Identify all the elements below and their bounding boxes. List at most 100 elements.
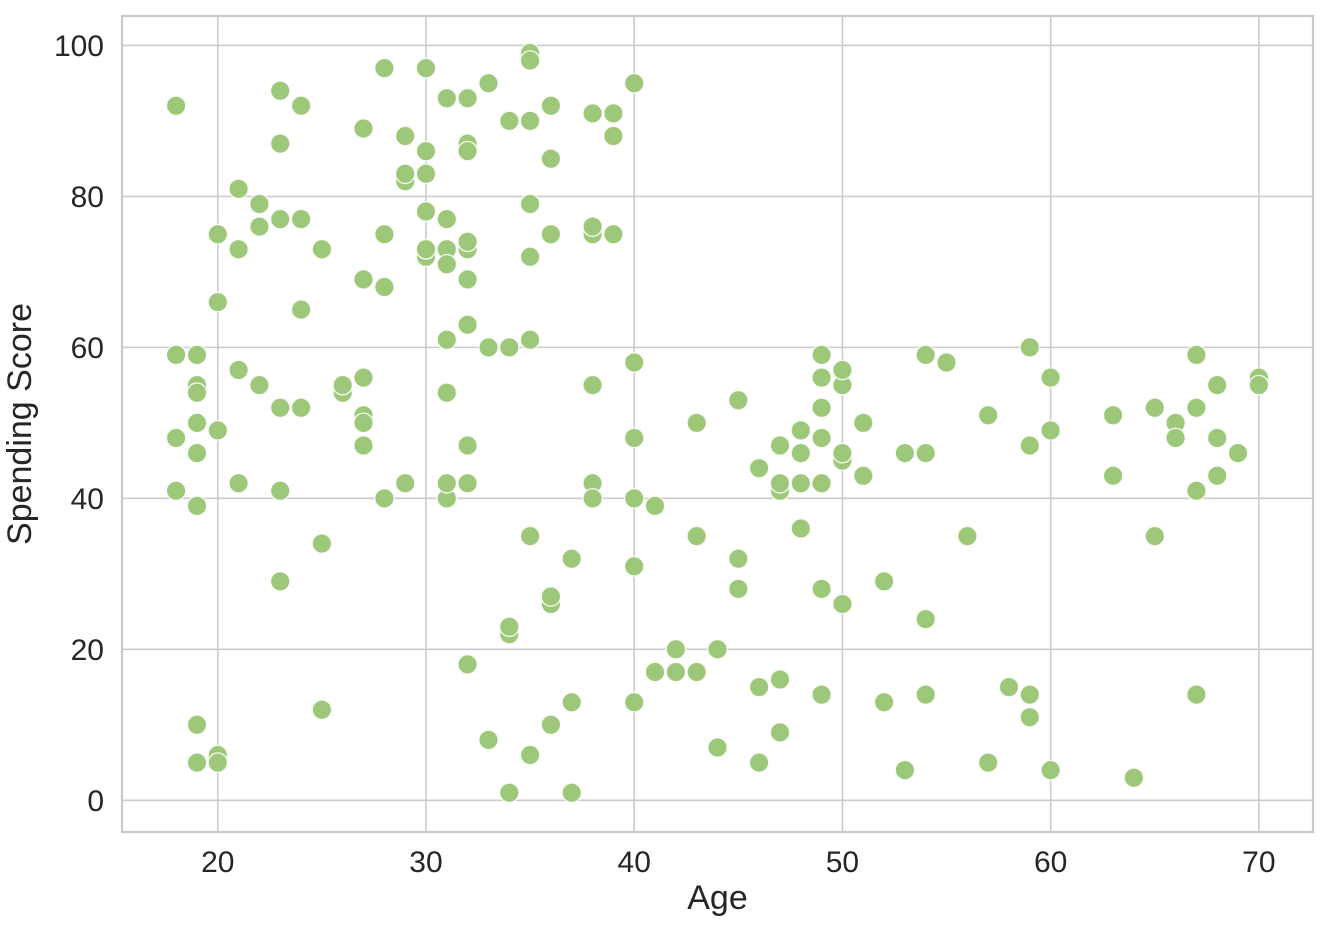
data-point bbox=[790, 419, 812, 441]
y-axis-label: Spending Score bbox=[1, 303, 39, 545]
x-tick-label: 50 bbox=[826, 846, 859, 879]
data-point bbox=[1040, 759, 1062, 781]
data-point bbox=[498, 110, 520, 132]
data-point bbox=[457, 268, 478, 290]
data-point bbox=[727, 548, 749, 570]
data-point bbox=[248, 374, 270, 396]
data-point bbox=[1102, 404, 1124, 426]
data-point bbox=[790, 518, 812, 539]
data-point bbox=[561, 548, 583, 570]
data-point bbox=[790, 472, 812, 494]
data-point bbox=[165, 344, 187, 366]
data-point bbox=[207, 419, 229, 441]
data-point bbox=[248, 193, 270, 215]
data-point bbox=[228, 472, 250, 494]
data-point bbox=[332, 374, 354, 396]
data-point bbox=[665, 661, 687, 683]
data-point bbox=[269, 133, 291, 155]
data-point bbox=[269, 571, 291, 592]
data-point bbox=[873, 691, 895, 713]
data-point bbox=[1123, 767, 1145, 789]
y-tick-label: 0 bbox=[87, 785, 104, 818]
x-tick-label: 30 bbox=[409, 846, 442, 879]
data-point bbox=[769, 472, 791, 494]
data-point bbox=[311, 238, 333, 260]
data-point bbox=[1206, 427, 1228, 449]
data-point bbox=[186, 752, 208, 773]
data-point bbox=[811, 344, 832, 366]
data-point bbox=[769, 722, 791, 743]
data-point bbox=[644, 495, 666, 517]
data-point bbox=[915, 684, 937, 705]
data-point bbox=[1206, 374, 1228, 396]
data-point bbox=[1102, 465, 1124, 487]
data-point bbox=[707, 737, 728, 758]
data-point bbox=[1206, 465, 1228, 487]
data-point bbox=[561, 691, 583, 713]
data-point bbox=[436, 329, 458, 351]
data-point bbox=[207, 223, 229, 245]
x-axis-label: Age bbox=[687, 879, 748, 917]
data-point bbox=[748, 457, 770, 479]
data-point bbox=[623, 352, 645, 373]
y-tick-label: 60 bbox=[71, 332, 104, 365]
data-point bbox=[478, 72, 499, 94]
data-point bbox=[957, 525, 978, 547]
data-point bbox=[936, 352, 957, 373]
data-point bbox=[1227, 442, 1249, 464]
data-point bbox=[811, 684, 832, 705]
data-point bbox=[977, 752, 999, 773]
data-point bbox=[977, 404, 999, 426]
data-point bbox=[1019, 336, 1041, 358]
data-point bbox=[623, 487, 645, 509]
data-point bbox=[228, 238, 250, 260]
data-point bbox=[498, 782, 520, 804]
data-point bbox=[165, 427, 187, 449]
data-point bbox=[623, 555, 645, 577]
data-point bbox=[1040, 367, 1062, 388]
data-point bbox=[498, 616, 520, 638]
data-point bbox=[186, 382, 208, 404]
data-point bbox=[769, 669, 791, 690]
data-point bbox=[498, 336, 520, 358]
data-point bbox=[748, 676, 770, 698]
data-point bbox=[686, 412, 708, 434]
data-point bbox=[519, 50, 541, 71]
data-point bbox=[207, 752, 229, 773]
data-point bbox=[915, 608, 937, 630]
data-point bbox=[623, 691, 645, 713]
data-point bbox=[540, 586, 562, 607]
data-point bbox=[811, 578, 832, 600]
data-point bbox=[727, 578, 749, 600]
data-point bbox=[415, 238, 437, 260]
data-point bbox=[852, 412, 874, 434]
data-point bbox=[832, 359, 853, 381]
data-point bbox=[248, 216, 270, 238]
data-point bbox=[582, 103, 603, 124]
data-point bbox=[290, 299, 312, 320]
data-point bbox=[457, 654, 478, 675]
data-point bbox=[811, 397, 832, 419]
data-point bbox=[186, 495, 208, 517]
data-point bbox=[186, 344, 208, 366]
data-point bbox=[894, 442, 916, 464]
data-point bbox=[415, 201, 437, 222]
data-point bbox=[290, 95, 312, 117]
data-points bbox=[165, 42, 1270, 804]
data-point bbox=[457, 472, 478, 494]
data-point bbox=[665, 638, 687, 660]
data-point bbox=[1019, 435, 1041, 456]
data-point bbox=[311, 699, 333, 721]
data-point bbox=[748, 752, 770, 773]
data-point bbox=[373, 276, 395, 298]
x-tick-label: 40 bbox=[618, 846, 651, 879]
data-point bbox=[353, 412, 374, 434]
data-point bbox=[998, 676, 1020, 698]
x-tick-labels: 20 30 40 50 60 70 bbox=[201, 846, 1275, 879]
data-point bbox=[290, 397, 312, 419]
data-point bbox=[1019, 706, 1041, 728]
data-point bbox=[1186, 684, 1207, 705]
data-point bbox=[478, 336, 499, 358]
data-point bbox=[436, 382, 458, 404]
y-tick-label: 100 bbox=[54, 30, 104, 63]
